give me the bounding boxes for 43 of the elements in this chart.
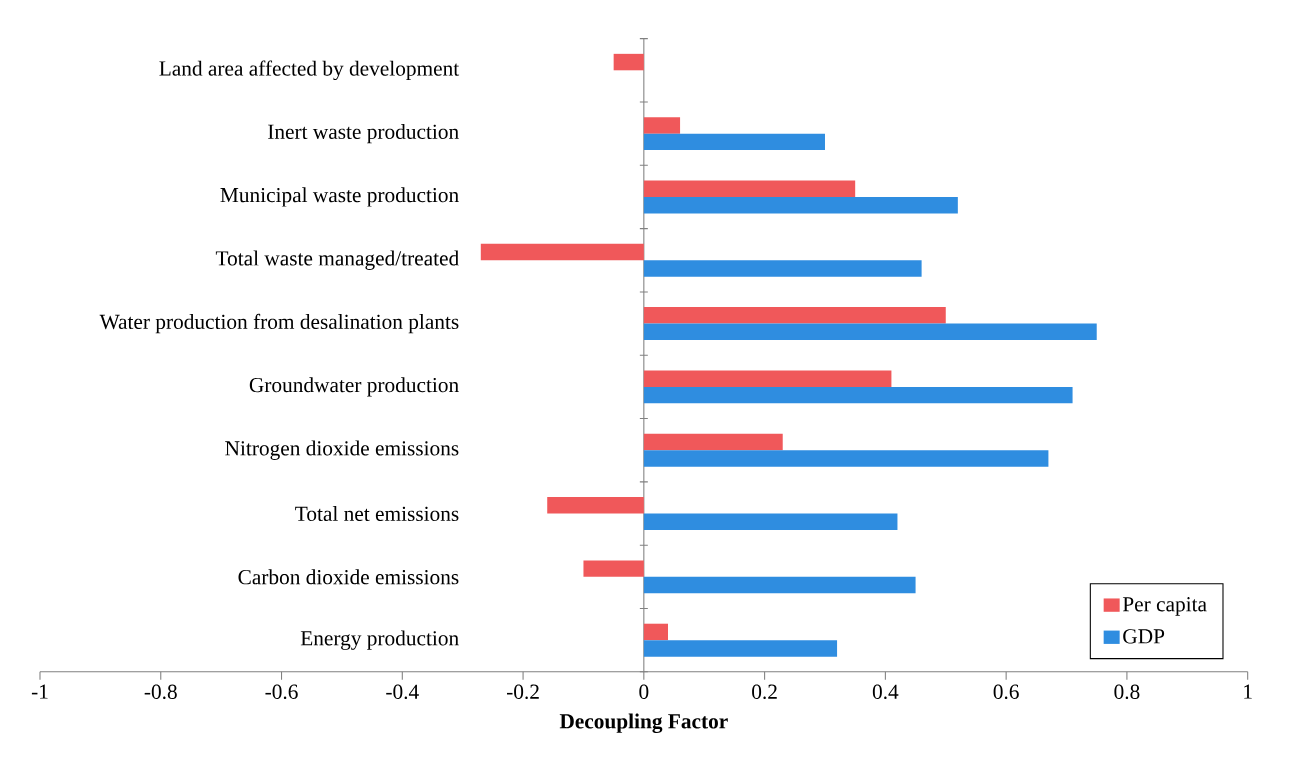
bar: [643, 450, 1049, 467]
x-tick-label: 0.6: [993, 684, 1019, 700]
x-tick-label: 0: [639, 684, 649, 700]
bar: [643, 180, 856, 198]
bar: [643, 623, 668, 641]
x-tick-label: -0.6: [265, 684, 298, 700]
bar: [643, 133, 825, 151]
y-tick-label: Groundwater production: [249, 377, 459, 397]
y-tick-label: Energy production: [300, 630, 459, 650]
x-axis-title: Decoupling Factor: [559, 713, 728, 734]
bar: [643, 117, 681, 134]
x-tick-label: 0.4: [872, 684, 899, 700]
y-tick-label: Water production from desalination plants: [99, 313, 459, 334]
bar: [643, 513, 898, 531]
x-tick-label: -0.8: [144, 684, 177, 700]
x-tick-label: -1: [31, 684, 48, 699]
bar: [547, 497, 644, 514]
bar: [613, 53, 644, 71]
y-tick-label: Municipal waste production: [220, 187, 459, 207]
bar: [643, 640, 838, 657]
y-tick-label: Total waste managed/treated: [215, 250, 459, 271]
legend-label: GDP: [1123, 629, 1165, 644]
x-tick-label: 0.2: [752, 684, 777, 700]
y-tick-label: Land area affected by development: [159, 60, 460, 81]
bar: [643, 307, 946, 324]
x-tick-label: 1: [1244, 684, 1252, 699]
bar: [643, 323, 1097, 341]
bar: [480, 243, 644, 261]
y-tick-label: Carbon dioxide emissions: [238, 569, 459, 585]
legend-label: Per capita: [1122, 597, 1207, 616]
bar: [643, 197, 958, 214]
y-tick-label: Inert waste production: [268, 124, 459, 144]
y-tick-label: Total net emissions: [295, 506, 459, 522]
y-tick-label: Nitrogen dioxide emissions: [225, 440, 459, 461]
bar: [643, 386, 1073, 404]
bar: [583, 560, 644, 577]
x-tick-label: -0.2: [506, 684, 539, 700]
bar: [643, 576, 916, 594]
x-tick-label: -0.4: [386, 684, 419, 700]
bar: [643, 370, 892, 387]
x-tick-label: 0.8: [1114, 684, 1140, 700]
bar: [643, 260, 922, 277]
bar: [643, 433, 783, 451]
